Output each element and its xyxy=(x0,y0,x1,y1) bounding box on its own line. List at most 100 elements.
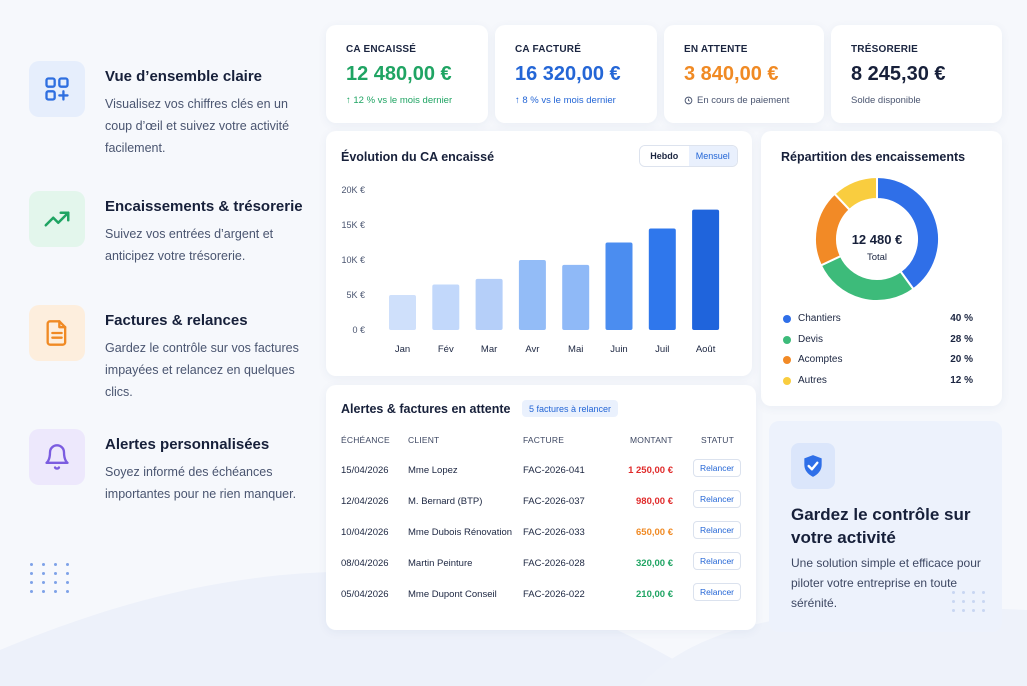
feature-title: Alertes personnalisées xyxy=(105,436,270,453)
relancer-button[interactable]: Relancer xyxy=(693,459,741,477)
kpi-value: 16 320,00 € xyxy=(515,63,621,85)
kpi-value: 12 480,00 € xyxy=(346,63,452,85)
bar-chart: 0 € 5K € 10K € 15K € 20K € Jan Fév Mar Avr Mai Jui… xyxy=(341,185,720,355)
cell-amount: 980,00 € xyxy=(636,496,673,507)
legend-item: Acomptes 20 % xyxy=(781,354,973,368)
decorative-dots xyxy=(30,563,78,593)
chart-title: Évolution du CA encaissé xyxy=(341,150,495,164)
table-row: 15/04/2026 Mme Lopez FAC-2026-041 1 250,… xyxy=(326,459,756,483)
table-row: 05/04/2026 Mme Dupont Conseil FAC-2026-0… xyxy=(326,583,756,607)
kpi-sub: Solde disponible xyxy=(851,95,921,106)
toggle-hebdo[interactable]: Hebdo xyxy=(640,146,689,166)
relancer-button[interactable]: Relancer xyxy=(693,552,741,570)
cell-invoice: FAC-2026-041 xyxy=(523,465,585,476)
bar-avr xyxy=(518,260,546,330)
y-tick-label: 20K € xyxy=(341,185,365,195)
grid-plus-icon xyxy=(29,61,85,117)
feature-alerts: Alertes personnalisées Soyez informé des… xyxy=(29,429,319,509)
cell-client: Mme Dubois Rénovation xyxy=(408,527,513,538)
col-montant: MONTANT xyxy=(630,435,673,445)
col-client: CLIENT xyxy=(408,435,440,445)
feature-overview: Vue d’ensemble claire Visualisez vos chi… xyxy=(29,61,319,171)
feature-desc: Gardez le contrôle sur vos factures impa… xyxy=(105,341,299,399)
feature-desc: Soyez informé des échéances importantes … xyxy=(105,465,297,501)
bar-août xyxy=(692,209,720,330)
document-icon xyxy=(29,305,85,361)
trend-up-icon xyxy=(29,191,85,247)
donut-chart xyxy=(814,175,940,302)
feature-desc: Visualisez vos chiffres clés en un coup … xyxy=(105,97,290,155)
kpi-card-ca-encaisse: CA ENCAISSÉ 12 480,00 € ↑ 12 % vs le moi… xyxy=(326,25,488,123)
legend-dot xyxy=(783,356,791,364)
donut-center-label: Total xyxy=(866,252,888,263)
kpi-value: 3 840,00 € xyxy=(684,63,779,85)
kpi-card-tresorerie: TRÉSORERIE 8 245,30 € Solde disponible xyxy=(831,25,1002,123)
legend-value: 28 % xyxy=(950,333,973,345)
shield-check-icon xyxy=(791,443,835,489)
table-row: 12/04/2026 M. Bernard (BTP) FAC-2026-037… xyxy=(326,490,756,514)
kpi-label: CA ENCAISSÉ xyxy=(346,44,417,55)
bar-fév xyxy=(432,284,460,330)
alerts-card: Alertes & factures en attente 5 factures… xyxy=(326,385,756,630)
promo-title: Gardez le contrôle sur votre activité xyxy=(791,505,971,547)
bar-mai xyxy=(562,264,590,330)
kpi-card-en-attente: EN ATTENTE 3 840,00 € En cours de paieme… xyxy=(664,25,824,123)
legend-item: Autres 12 % xyxy=(781,375,973,389)
cell-client: Mme Lopez xyxy=(408,465,458,476)
feature-title: Factures & relances xyxy=(105,312,248,329)
clock-icon xyxy=(684,96,693,105)
x-tick-label: Jan xyxy=(395,344,410,355)
legend-dot xyxy=(783,315,791,323)
x-tick-label: Mar xyxy=(481,344,497,355)
feature-invoices: Factures & relances Gardez le contrôle s… xyxy=(29,305,319,405)
kpi-value: 8 245,30 € xyxy=(851,63,946,85)
cell-date: 08/04/2026 xyxy=(341,558,389,569)
legend-label: Devis xyxy=(798,333,824,345)
legend-value: 12 % xyxy=(950,374,973,386)
period-toggle: Hebdo Mensuel xyxy=(639,145,738,167)
relancer-button[interactable]: Relancer xyxy=(693,583,741,601)
table-row: 08/04/2026 Martin Peinture FAC-2026-028 … xyxy=(326,552,756,576)
cell-date: 15/04/2026 xyxy=(341,465,389,476)
legend-item: Devis 28 % xyxy=(781,334,973,348)
donut-slice-autres xyxy=(833,175,878,212)
cell-date: 12/04/2026 xyxy=(341,496,389,507)
toggle-mensuel[interactable]: Mensuel xyxy=(688,146,737,166)
alerts-title: Alertes & factures en attente xyxy=(341,402,511,416)
x-tick-label: Juil xyxy=(655,344,669,355)
x-tick-label: Juin xyxy=(610,344,627,355)
cell-client: Mme Dupont Conseil xyxy=(408,589,497,600)
cell-invoice: FAC-2026-037 xyxy=(523,496,585,507)
kpi-card-ca-facture: CA FACTURÉ 16 320,00 € ↑ 8 % vs le mois … xyxy=(495,25,657,123)
y-tick-label: 5K € xyxy=(346,290,365,300)
feature-cashflow: Encaissements & trésorerie Suivez vos en… xyxy=(29,191,319,281)
decorative-dots xyxy=(952,591,992,612)
bar-jan xyxy=(389,295,416,330)
bar-juin xyxy=(605,242,633,330)
bar-juil xyxy=(648,228,676,330)
relancer-button[interactable]: Relancer xyxy=(693,521,741,539)
legend-value: 40 % xyxy=(950,313,973,324)
cell-date: 10/04/2026 xyxy=(341,527,389,538)
x-tick-label: Fév xyxy=(438,344,454,355)
cell-amount: 210,00 € xyxy=(636,589,673,600)
revenue-chart-card: Évolution du CA encaissé Hebdo Mensuel 0… xyxy=(326,131,752,376)
legend-dot xyxy=(783,335,791,344)
table-row: 10/04/2026 Mme Dubois Rénovation FAC-202… xyxy=(326,521,756,545)
y-tick-label: 0 € xyxy=(352,325,365,335)
col-facture: FACTURE xyxy=(523,435,565,445)
col-statut: STATUT xyxy=(701,435,734,445)
relancer-button[interactable]: Relancer xyxy=(693,490,741,508)
bar-mar xyxy=(475,278,503,330)
cell-date: 05/04/2026 xyxy=(341,589,389,600)
kpi-label: CA FACTURÉ xyxy=(515,44,582,55)
x-tick-label: Mai xyxy=(568,344,583,355)
y-tick-label: 10K € xyxy=(341,255,365,265)
kpi-label: TRÉSORERIE xyxy=(851,44,919,55)
pending-badge: 5 factures à relancer xyxy=(522,400,619,417)
legend-label: Chantiers xyxy=(798,313,841,324)
x-tick-label: Août xyxy=(696,344,716,355)
col-echeance: ÉCHÉANCE xyxy=(341,435,390,445)
donut-center-value: 12 480 € xyxy=(851,232,903,247)
legend-dot xyxy=(783,376,791,385)
